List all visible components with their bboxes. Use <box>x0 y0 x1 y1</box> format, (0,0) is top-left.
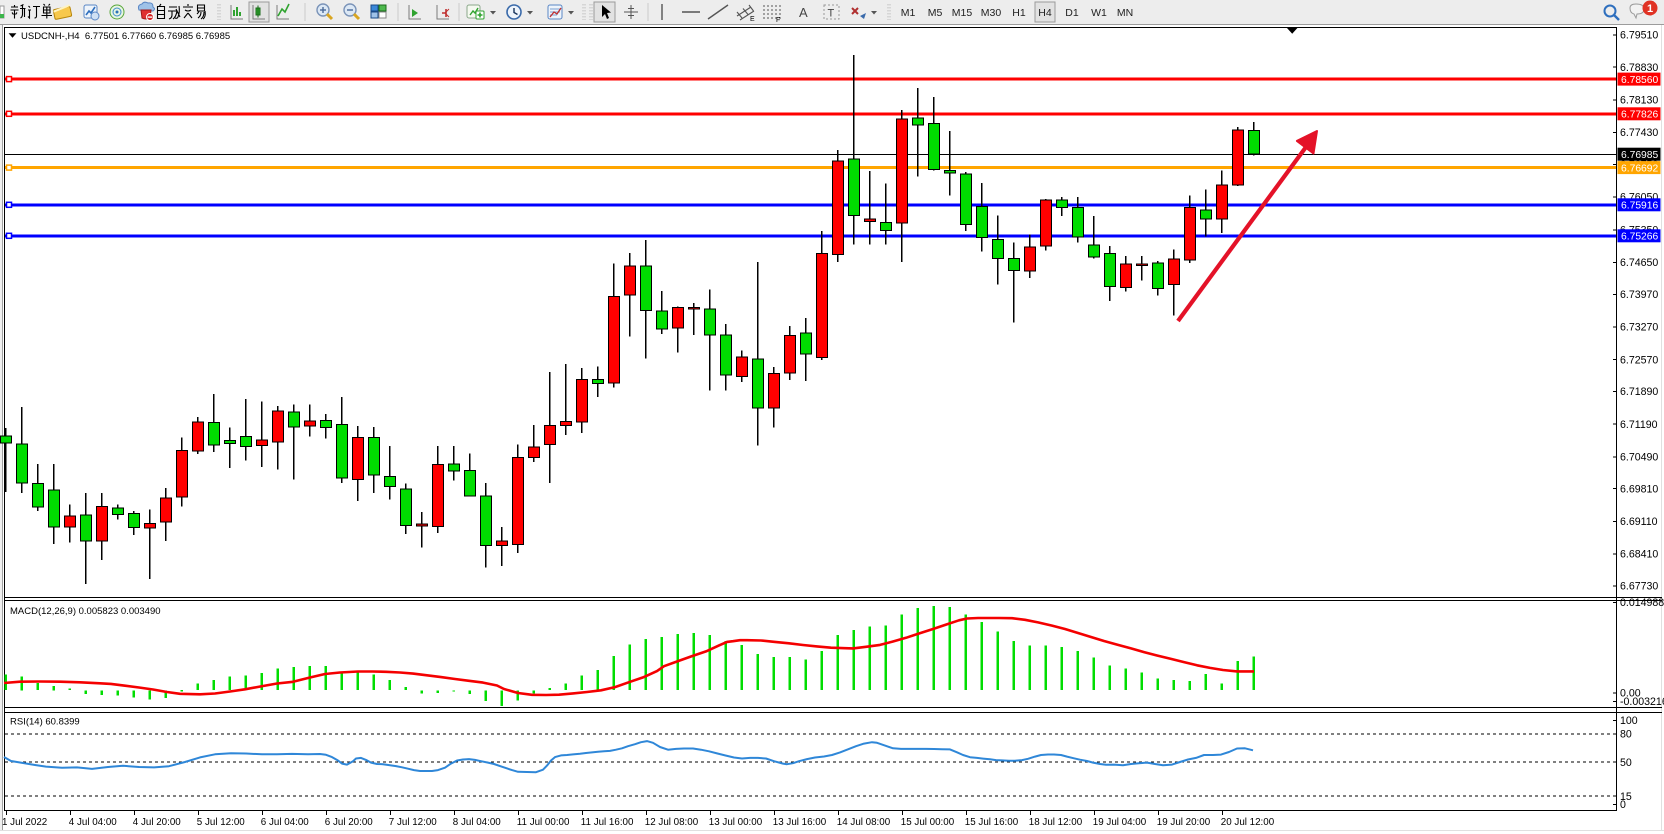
svg-text:6.78830: 6.78830 <box>1620 62 1658 74</box>
svg-text:13 Jul 00:00: 13 Jul 00:00 <box>709 817 763 828</box>
svg-text:8 Jul 04:00: 8 Jul 04:00 <box>453 817 501 828</box>
svg-text:15 Jul 00:00: 15 Jul 00:00 <box>901 817 955 828</box>
svg-text:6.79510: 6.79510 <box>1620 29 1658 41</box>
svg-text:F: F <box>776 17 780 24</box>
svg-text:D1: D1 <box>1065 7 1079 19</box>
svg-text:12 Jul 08:00: 12 Jul 08:00 <box>645 817 699 828</box>
svg-text:0.00: 0.00 <box>1620 688 1641 700</box>
svg-text:RSI(14) 60.8399: RSI(14) 60.8399 <box>10 717 80 728</box>
svg-text:6.68410: 6.68410 <box>1620 549 1658 561</box>
svg-text:6.71190: 6.71190 <box>1620 419 1658 431</box>
svg-text:6.76985: 6.76985 <box>1621 150 1658 161</box>
svg-text:T: T <box>828 8 835 20</box>
svg-text:A: A <box>799 5 808 20</box>
svg-text:M5: M5 <box>928 7 943 19</box>
svg-text:50: 50 <box>1620 757 1632 769</box>
svg-text:4 Jul 20:00: 4 Jul 20:00 <box>133 817 181 828</box>
svg-text:6.70490: 6.70490 <box>1620 452 1658 464</box>
svg-text:15: 15 <box>1620 791 1632 803</box>
svg-text:W1: W1 <box>1091 7 1107 19</box>
svg-text:6.77826: 6.77826 <box>1621 110 1658 121</box>
svg-text:0.014988: 0.014988 <box>1620 597 1664 609</box>
svg-text:6.75266: 6.75266 <box>1621 232 1658 243</box>
svg-text:5 Jul 12:00: 5 Jul 12:00 <box>197 817 245 828</box>
svg-text:-0.003216: -0.003216 <box>1620 696 1664 708</box>
svg-text:6.72570: 6.72570 <box>1620 354 1658 366</box>
svg-text:H4: H4 <box>1038 7 1052 19</box>
svg-text:6.77430: 6.77430 <box>1620 127 1658 139</box>
svg-text:MACD(12,26,9) 0.005823 0.00349: MACD(12,26,9) 0.005823 0.003490 <box>10 606 161 617</box>
svg-text:6.76692: 6.76692 <box>1621 163 1658 174</box>
svg-text:6.67730: 6.67730 <box>1620 581 1658 593</box>
svg-text:6 Jul 20:00: 6 Jul 20:00 <box>325 817 373 828</box>
svg-text:1: 1 <box>1647 3 1653 15</box>
svg-text:6 Jul 04:00: 6 Jul 04:00 <box>261 817 309 828</box>
svg-text:4 Jul 04:00: 4 Jul 04:00 <box>69 817 117 828</box>
svg-text:13 Jul 16:00: 13 Jul 16:00 <box>773 817 827 828</box>
svg-text:0: 0 <box>1620 799 1626 811</box>
svg-text:11 Jul 00:00: 11 Jul 00:00 <box>517 817 570 828</box>
svg-text:19 Jul 04:00: 19 Jul 04:00 <box>1093 817 1147 828</box>
svg-text:6.78130: 6.78130 <box>1620 95 1658 107</box>
svg-text:M30: M30 <box>981 7 1002 19</box>
svg-text:MN: MN <box>1117 7 1133 19</box>
svg-text:20 Jul 12:00: 20 Jul 12:00 <box>1221 817 1275 828</box>
svg-text:M1: M1 <box>901 7 916 19</box>
svg-text:18 Jul 12:00: 18 Jul 12:00 <box>1029 817 1083 828</box>
svg-text:7 Jul 12:00: 7 Jul 12:00 <box>389 817 437 828</box>
svg-text:80: 80 <box>1620 729 1632 741</box>
svg-text:6.71890: 6.71890 <box>1620 386 1658 398</box>
svg-text:M15: M15 <box>952 7 973 19</box>
svg-text:H1: H1 <box>1012 7 1026 19</box>
svg-text:6.73970: 6.73970 <box>1620 289 1658 301</box>
svg-text:6.74650: 6.74650 <box>1620 257 1658 269</box>
svg-text:15 Jul 16:00: 15 Jul 16:00 <box>965 817 1019 828</box>
svg-text:6.73270: 6.73270 <box>1620 322 1658 334</box>
svg-text:100: 100 <box>1620 715 1638 727</box>
svg-text:6.78560: 6.78560 <box>1621 75 1658 86</box>
svg-text:1 Jul 2022: 1 Jul 2022 <box>2 817 47 828</box>
svg-text:6.69110: 6.69110 <box>1620 516 1658 528</box>
svg-text:USDCNH-,H4 6.77501 6.77660 6.: USDCNH-,H4 6.77501 6.77660 6.76985 6.769… <box>21 31 230 42</box>
svg-text:E: E <box>750 16 755 23</box>
svg-text:19 Jul 20:00: 19 Jul 20:00 <box>1157 817 1211 828</box>
svg-text:14 Jul 08:00: 14 Jul 08:00 <box>837 817 891 828</box>
svg-text:11 Jul 16:00: 11 Jul 16:00 <box>581 817 634 828</box>
svg-text:6.69810: 6.69810 <box>1620 483 1658 495</box>
svg-text:6.75916: 6.75916 <box>1621 201 1658 212</box>
